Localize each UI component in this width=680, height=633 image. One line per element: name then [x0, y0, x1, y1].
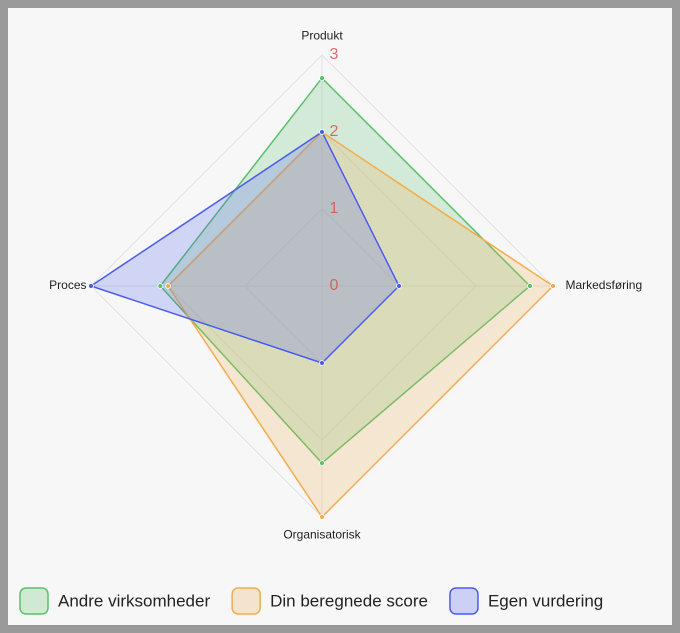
data-point: [527, 283, 533, 289]
r-tick-label: 1: [330, 200, 339, 217]
r-tick-label: 2: [330, 123, 339, 140]
data-point: [319, 75, 325, 81]
legend-swatch: [19, 587, 49, 615]
axis-label: Proces: [49, 278, 86, 292]
data-point: [396, 283, 402, 289]
legend-label: Din beregnede score: [270, 591, 428, 610]
axis-label: Markedsføring: [565, 278, 642, 292]
legend-label: Egen vurdering: [488, 591, 603, 610]
data-point: [165, 283, 171, 289]
axis-label: Organisatorisk: [283, 528, 361, 542]
legend-label: Andre virksomheder: [58, 591, 210, 610]
data-point: [157, 283, 164, 289]
data-point: [550, 283, 556, 289]
data-point: [319, 129, 325, 135]
r-tick-label: 3: [330, 46, 339, 63]
data-point: [319, 514, 325, 520]
data-point: [319, 460, 325, 467]
data-point: [88, 283, 94, 289]
axis-label: Produkt: [301, 29, 343, 43]
legend-swatch: [449, 587, 479, 615]
r-tick-label: 0: [330, 277, 339, 294]
data-point: [319, 360, 325, 366]
legend-swatch: [231, 587, 261, 615]
chart: 0 1 2 3 Produkt Markedsføring Organisatorisk Pr…: [19, 29, 642, 615]
